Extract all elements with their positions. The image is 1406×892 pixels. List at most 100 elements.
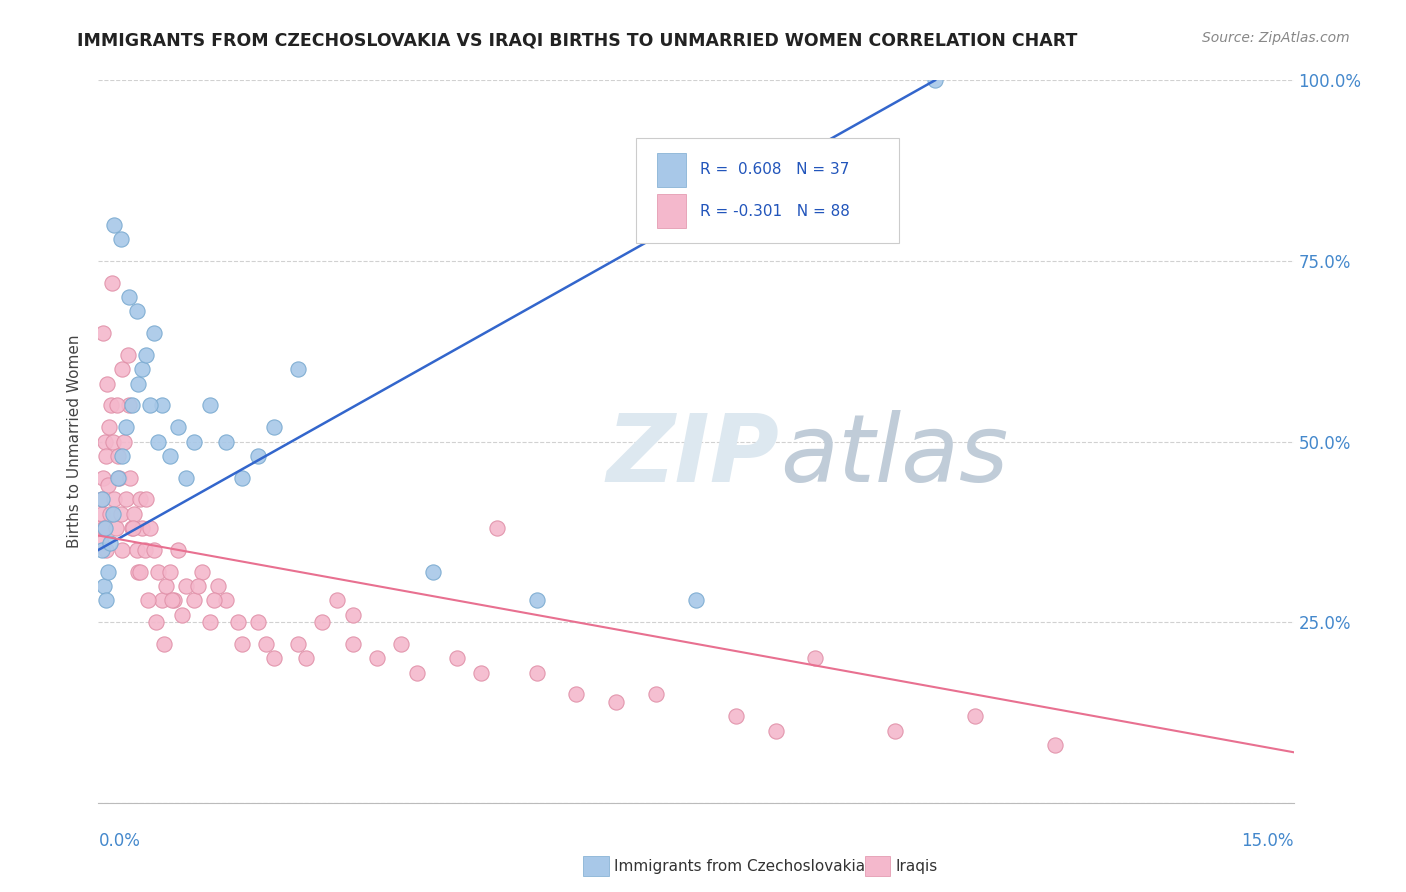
Point xyxy=(287,637,309,651)
Point xyxy=(101,276,124,290)
Point xyxy=(135,348,157,362)
Point xyxy=(110,362,132,376)
Point xyxy=(263,420,285,434)
Point xyxy=(159,565,181,579)
Point xyxy=(110,232,132,246)
Point xyxy=(117,348,139,362)
Point xyxy=(884,723,907,738)
Point xyxy=(143,542,166,557)
Point xyxy=(446,651,468,665)
FancyBboxPatch shape xyxy=(657,153,686,187)
Point xyxy=(963,709,986,723)
Point xyxy=(110,507,132,521)
Point xyxy=(103,218,125,232)
Point xyxy=(91,492,114,507)
Point xyxy=(145,615,167,630)
Point xyxy=(143,326,166,341)
Point xyxy=(111,449,134,463)
Point xyxy=(311,615,333,630)
Point xyxy=(724,709,747,723)
Point xyxy=(97,565,120,579)
Point xyxy=(90,507,112,521)
Point xyxy=(127,376,149,391)
Point xyxy=(103,492,125,507)
Point xyxy=(120,471,142,485)
Point xyxy=(105,398,128,412)
Point xyxy=(139,521,162,535)
Point xyxy=(263,651,285,665)
Point xyxy=(215,593,238,607)
Point xyxy=(124,507,146,521)
Point xyxy=(98,507,122,521)
Point xyxy=(526,665,548,680)
Point xyxy=(131,521,153,535)
Point xyxy=(150,593,173,607)
Point xyxy=(167,542,190,557)
Point xyxy=(108,471,131,485)
Point xyxy=(366,651,388,665)
Point xyxy=(183,593,205,607)
Point xyxy=(765,723,787,738)
Text: R =  0.608   N = 37: R = 0.608 N = 37 xyxy=(700,162,849,178)
Point xyxy=(97,478,120,492)
Point xyxy=(135,492,157,507)
Point xyxy=(150,398,173,412)
Point xyxy=(134,542,156,557)
Point xyxy=(174,579,197,593)
Point xyxy=(115,420,138,434)
Text: R = -0.301   N = 88: R = -0.301 N = 88 xyxy=(700,204,849,219)
Point xyxy=(128,492,150,507)
Point xyxy=(96,449,118,463)
Point xyxy=(90,535,112,549)
Point xyxy=(160,593,183,607)
Point xyxy=(198,615,221,630)
Point xyxy=(526,593,548,607)
Point xyxy=(121,521,143,535)
Point xyxy=(202,593,225,607)
Point xyxy=(406,665,429,680)
Point xyxy=(605,695,627,709)
Point xyxy=(174,471,197,485)
Point xyxy=(93,521,115,535)
Point xyxy=(139,398,162,412)
Point xyxy=(207,579,229,593)
Point xyxy=(422,565,444,579)
Point xyxy=(91,542,114,557)
Point xyxy=(96,376,118,391)
Point xyxy=(565,687,588,701)
Point xyxy=(685,593,707,607)
Point xyxy=(342,637,364,651)
FancyBboxPatch shape xyxy=(657,194,686,228)
Point xyxy=(91,326,114,341)
Text: IMMIGRANTS FROM CZECHOSLOVAKIA VS IRAQI BIRTHS TO UNMARRIED WOMEN CORRELATION CH: IMMIGRANTS FROM CZECHOSLOVAKIA VS IRAQI … xyxy=(77,31,1078,49)
Point xyxy=(97,420,120,434)
Point xyxy=(246,449,269,463)
Point xyxy=(122,521,145,535)
Point xyxy=(101,507,124,521)
Point xyxy=(485,521,508,535)
Point xyxy=(107,449,129,463)
Point xyxy=(198,398,221,412)
Point xyxy=(94,521,117,535)
FancyBboxPatch shape xyxy=(637,138,900,243)
Text: Immigrants from Czechoslovakia: Immigrants from Czechoslovakia xyxy=(614,859,866,873)
Point xyxy=(287,362,309,376)
Point xyxy=(804,651,827,665)
Point xyxy=(93,579,115,593)
Point xyxy=(125,304,148,318)
Point xyxy=(152,637,174,651)
Text: Source: ZipAtlas.com: Source: ZipAtlas.com xyxy=(1202,31,1350,45)
Point xyxy=(389,637,412,651)
Point xyxy=(231,637,253,651)
Point xyxy=(115,492,138,507)
Point xyxy=(148,565,170,579)
Text: Iraqis: Iraqis xyxy=(896,859,938,873)
Point xyxy=(924,73,946,87)
Point xyxy=(101,434,124,449)
Point xyxy=(118,398,141,412)
Text: atlas: atlas xyxy=(779,410,1008,501)
Point xyxy=(111,542,134,557)
Point xyxy=(231,471,253,485)
Point xyxy=(131,362,153,376)
Point xyxy=(294,651,316,665)
